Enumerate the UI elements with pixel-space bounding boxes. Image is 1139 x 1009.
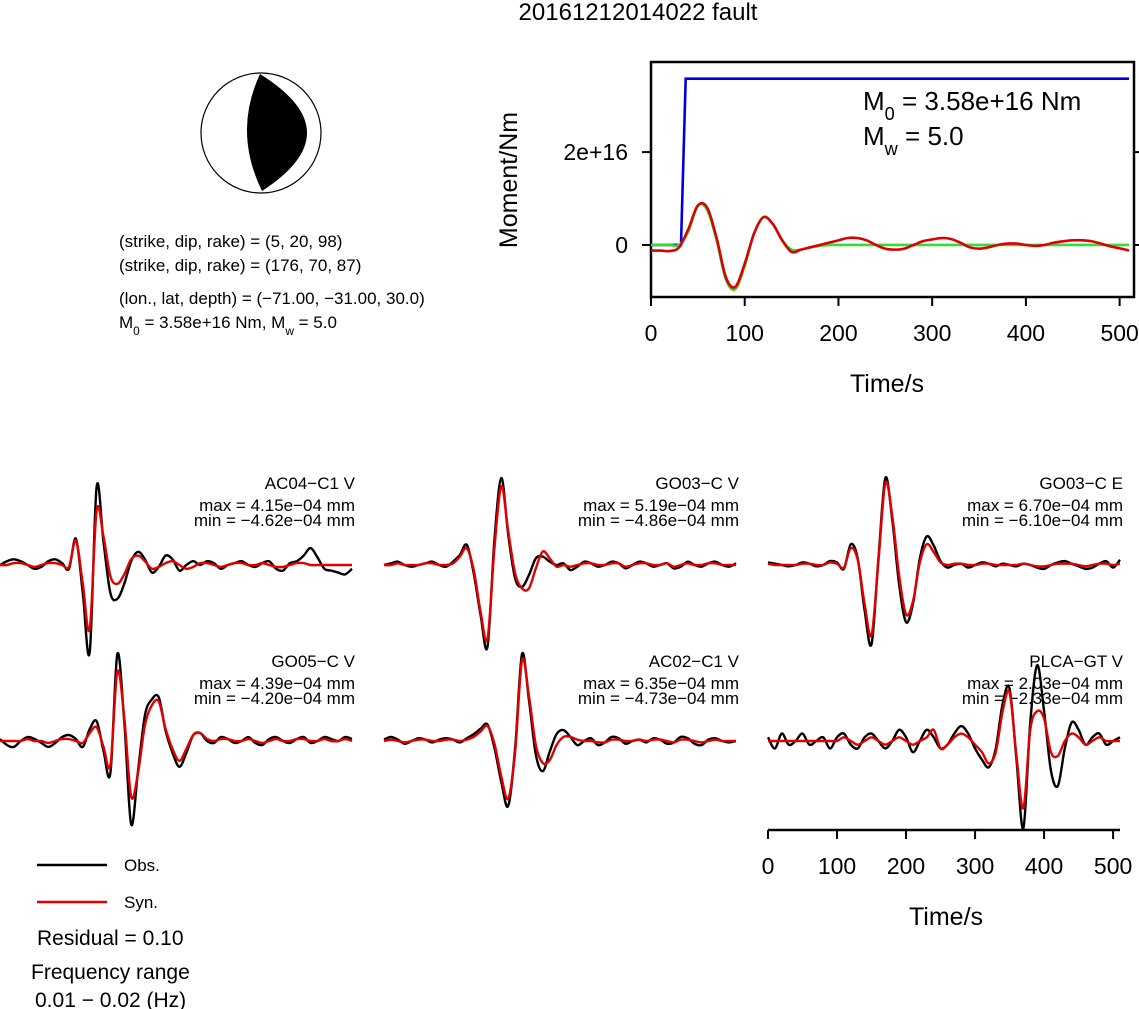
mechanism-line: (strike, dip, rake) = (176, 70, 87): [119, 256, 361, 275]
annotation: M0 = 3.58e+16 Nm: [863, 86, 1081, 124]
mechanism-moment-part: = 3.58e+16 Nm, M: [140, 313, 286, 332]
x-axis-label: Time/s: [850, 370, 924, 398]
waveform: [383, 651, 737, 809]
panel-max: max = 4.15e−04 mm: [199, 496, 355, 515]
x-axis-label: Time/s: [909, 903, 983, 931]
y-tick-label: 0: [615, 232, 628, 258]
panel-title: PLCA−GT V: [1029, 652, 1123, 671]
panel-max: max = 4.39e−04 mm: [199, 674, 355, 693]
panel-title: AC04−C1 V: [265, 474, 356, 493]
figure-title: 20161212014022 fault: [519, 0, 758, 26]
moment-curve: [651, 201, 1130, 289]
annotation-part: = 5.0: [898, 121, 964, 151]
y-tick-label: 2e+16: [563, 139, 628, 165]
y-axis-label: Moment/Nm: [495, 112, 523, 248]
panel-title: GO05−C V: [271, 652, 355, 671]
x-tick-label: 300: [956, 853, 994, 879]
mechanism-moment-part: M: [119, 313, 133, 332]
legend-label: Obs.: [124, 856, 160, 875]
x-tick-label: 500: [1100, 320, 1138, 346]
x-tick-label: 200: [819, 320, 857, 346]
x-tick-label: 500: [1094, 853, 1132, 879]
panel-min: min = −4.62e−04 mm: [194, 511, 355, 530]
panel-min: min = −4.86e−04 mm: [578, 511, 739, 530]
x-tick-label: 0: [645, 320, 658, 346]
x-tick-label: 400: [1025, 853, 1063, 879]
panel-min: min = −4.20e−04 mm: [194, 689, 355, 708]
mechanism-moment-part: 0: [133, 324, 140, 338]
residual: Residual = 0.10: [37, 927, 184, 950]
panel-max: max = 6.35e−04 mm: [583, 674, 739, 693]
annotation-part: 0: [885, 104, 895, 124]
moment-plot-frame: [649, 60, 1136, 299]
waveform: [767, 480, 1121, 638]
beach-ball: [200, 72, 322, 194]
mechanism-line: (strike, dip, rake) = (5, 20, 98): [119, 232, 342, 251]
mechanism-moment-part: = 5.0: [294, 313, 337, 332]
waveform: [0, 669, 353, 800]
x-tick-label: 400: [1007, 320, 1045, 346]
panel-min: min = −6.10e−04 mm: [962, 511, 1123, 530]
waveform: [0, 482, 353, 657]
x-tick-label: 300: [913, 320, 951, 346]
mechanism-line: (lon., lat, depth) = (−71.00, −31.00, 30…: [119, 289, 425, 308]
waveform: [383, 657, 736, 801]
panel-title: GO03−C E: [1039, 474, 1123, 493]
frequency-range: 0.01 − 0.02 (Hz): [35, 989, 186, 1009]
annotation-part: = 3.58e+16 Nm: [895, 86, 1081, 116]
legend-label: Syn.: [124, 893, 158, 912]
annotation: Mw = 5.0: [863, 121, 964, 159]
beach-ball-compression: [246, 74, 308, 191]
mechanism-moment: M0 = 3.58e+16 Nm, Mw = 5.0: [119, 313, 337, 338]
annotation-part: M: [863, 121, 885, 151]
waveform: [383, 485, 736, 643]
panel-title: GO03−C V: [655, 474, 739, 493]
annotation-part: w: [884, 139, 899, 159]
mechanism-moment-part: w: [284, 324, 294, 338]
x-tick-label: 100: [818, 853, 856, 879]
waveform: [383, 476, 737, 651]
waveform: [0, 505, 352, 633]
x-tick-label: 0: [762, 853, 775, 879]
x-tick-label: 200: [887, 853, 925, 879]
x-tick-label: 100: [726, 320, 764, 346]
annotation-part: M: [863, 86, 885, 116]
panel-min: min = −4.73e−04 mm: [578, 689, 739, 708]
waveform: [768, 689, 1120, 810]
panel-title: AC02−C1 V: [649, 652, 740, 671]
panel-max: max = 5.19e−04 mm: [583, 496, 739, 515]
moment-curve: [651, 202, 1129, 292]
panel-max: max = 6.70e−04 mm: [967, 496, 1123, 515]
frequency-title: Frequency range: [31, 961, 190, 984]
